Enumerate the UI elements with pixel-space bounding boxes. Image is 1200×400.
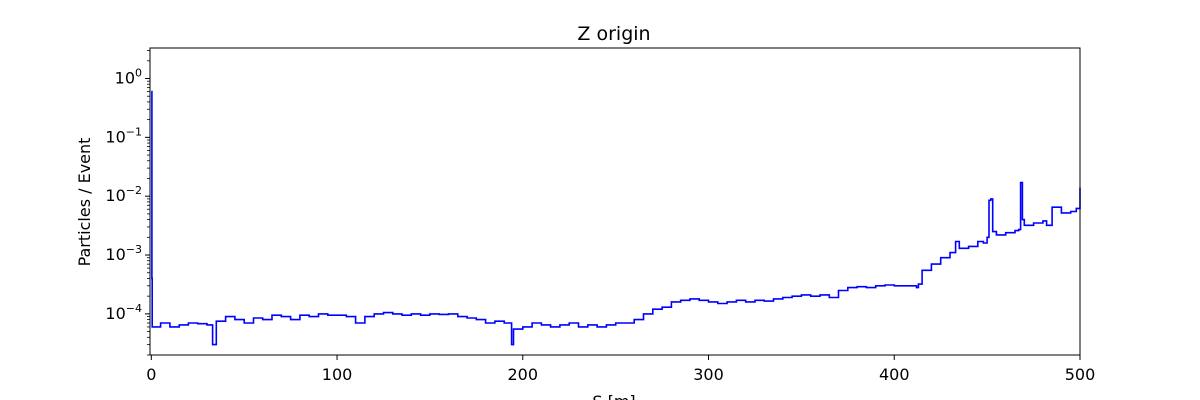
y-tick-label: 10−3 — [105, 243, 142, 264]
y-tick-label: 10−2 — [105, 184, 142, 205]
x-axis: 0 100 200 300 400 500 — [146, 355, 1095, 384]
chart-title: Z origin — [577, 23, 650, 45]
x-tick-label: 200 — [508, 365, 539, 384]
x-tick-label: 300 — [693, 365, 724, 384]
plot-area — [151, 90, 1081, 346]
x-tick-label: 500 — [1065, 365, 1096, 384]
plot-frame — [149, 47, 1081, 356]
y-axis-label: Particles / Event — [75, 138, 94, 267]
x-tick-label: 100 — [322, 365, 353, 384]
x-tick-label: 0 — [146, 365, 156, 384]
x-axis-label: S [m] — [592, 392, 635, 400]
y-tick-label: 10−4 — [105, 302, 142, 323]
y-tick-label: 100 — [115, 67, 142, 88]
y-tick-label: 10−1 — [105, 125, 142, 146]
series-line-0 — [151, 90, 1081, 346]
x-tick-label: 400 — [879, 365, 910, 384]
y-axis: 10−4 10−3 10−2 10−1 100 — [105, 50, 150, 356]
